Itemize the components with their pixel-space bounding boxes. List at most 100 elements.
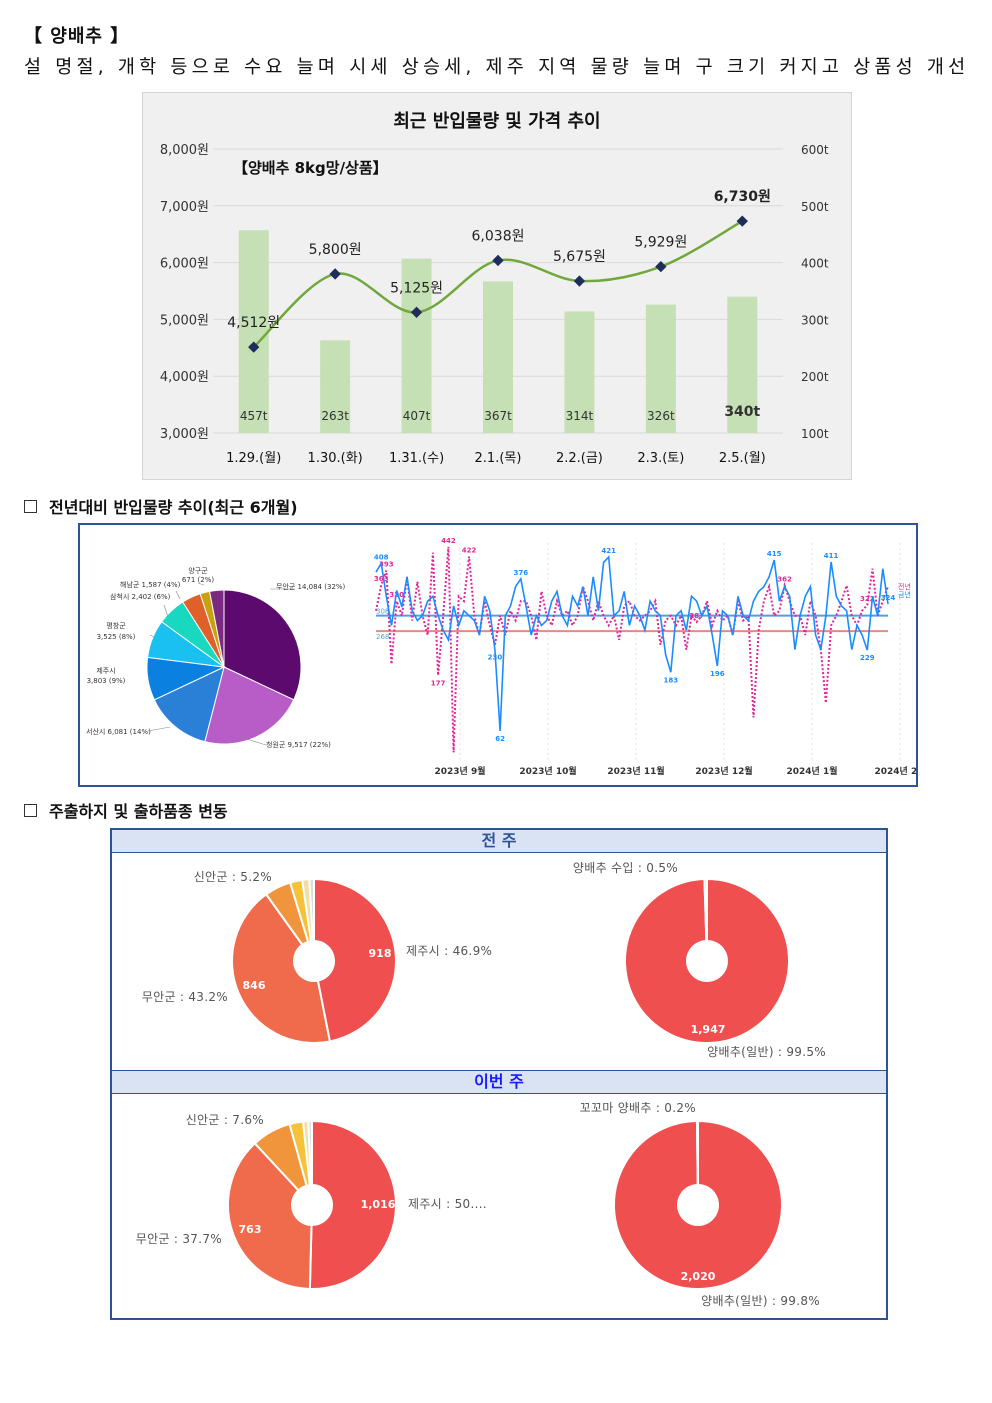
cur-origin-label-0: 제주시 : 50.... — [408, 1197, 487, 1211]
price-marker-0 — [248, 341, 260, 353]
x-tick-0: 2023년 9월 — [434, 765, 485, 777]
section-origin-label: 주출하지 및 출하품종 변동 — [49, 802, 228, 821]
series-label-금년: 411 — [824, 552, 839, 560]
section-yoy-label: 전년대비 반입물량 추이(최근 6개월) — [49, 498, 298, 517]
y-left-tick: 7,000원 — [160, 200, 209, 215]
cur-origin-inner-label-0: 1,016 — [361, 1198, 396, 1211]
prev-origin-slice-5 — [308, 877, 315, 943]
prev-origin-slice-1 — [231, 892, 332, 1044]
checkbox-square-icon — [24, 804, 37, 817]
cur-origin-slice-0 — [308, 1119, 397, 1290]
pie-label-5: 삼척시 2,402 (6%) — [110, 592, 171, 601]
y-left-tick: 4,000원 — [160, 370, 209, 385]
ref-label-1: 268 — [376, 633, 389, 641]
price-label-2: 5,125원 — [390, 280, 443, 296]
price-marker-6 — [736, 215, 748, 227]
yoy-volume-chart-svg: 무안군 14,084 (32%) 청원군 9,517 (22%) 서산시 6,081… — [86, 537, 926, 777]
x-tick-2: 2023년 11월 — [607, 765, 664, 777]
series-label-전년: 363 — [374, 575, 389, 583]
price-marker-2 — [410, 306, 423, 318]
series-label-전년: 422 — [462, 547, 477, 555]
series-label-전년: 287 — [689, 612, 704, 620]
series-label-금년: 62 — [495, 735, 505, 743]
price-marker-1 — [329, 268, 341, 280]
y-left-tick: 5,000원 — [160, 313, 209, 328]
chart-annotation: 【양배추 8kg망/상품】 — [233, 159, 388, 177]
series-label-전년: 362 — [777, 576, 792, 584]
y-right-tick: 600t — [801, 143, 829, 157]
prev-variety-slice-1 — [703, 877, 708, 943]
bar-label-0: 457t — [240, 409, 268, 423]
pie-leader-line-4 — [149, 634, 155, 638]
yoy-volume-chart: 무안군 14,084 (32%) 청원군 9,517 (22%) 서산시 6,081… — [78, 523, 926, 787]
bar-1 — [320, 340, 351, 433]
weekly-donuts-svg: 918 제주시 : 46.9% 846 무안군 : 43.2% 신안군 : 5.2% 1,… — [136, 861, 826, 1308]
bar-0 — [238, 230, 269, 433]
pie-label-3: 제주시 — [96, 667, 115, 675]
pie-label-6: 해남군 1,587 (4%) — [120, 580, 181, 589]
pie-slice-1 — [204, 666, 295, 745]
pie-label-0: 무안군 14,084 (32%) — [276, 582, 346, 591]
series-label-금년: 376 — [513, 569, 528, 577]
price-marker-4 — [573, 275, 586, 287]
x-tick-2: 1.31.(수) — [389, 451, 444, 466]
prev-origin-label-1: 무안군 : 43.2% — [142, 990, 228, 1004]
pie-slice-2 — [153, 666, 225, 743]
series-label-금년: 183 — [663, 676, 678, 684]
series-line-금년 — [375, 555, 889, 732]
section-origin-heading: 주출하지 및 출하품종 변동 — [24, 798, 228, 822]
cur-origin-label-2: 신안군 : 7.6% — [186, 1113, 264, 1127]
x-tick-4: 2.2.(금) — [556, 451, 603, 466]
prev-variety-label-0: 양배추(일반) : 99.5% — [707, 1045, 826, 1059]
prev-origin-inner-label-1: 846 — [243, 979, 266, 992]
series-label-금년: 415 — [767, 550, 782, 558]
series-label-전년: 322 — [860, 595, 875, 603]
x-tick-1: 1.30.(화) — [308, 451, 363, 466]
price-volume-chart: 최근 반입물량 및 가격 추이 3,000원 4,000원 5,000원 6,000원 7… — [142, 92, 852, 480]
bar-label-6: 340t — [724, 404, 760, 420]
x-tick-4: 2024년 1월 — [786, 765, 837, 777]
legend-current: 금년 — [898, 590, 911, 599]
series-label-금년: 324 — [881, 594, 896, 602]
bar-4 — [564, 311, 595, 433]
checkbox-square-icon — [24, 500, 37, 513]
y-left-tick: 8,000원 — [160, 143, 209, 158]
page-title: 【 양배추 】 — [24, 26, 130, 47]
page-subtitle: 설 명절, 개학 등으로 수요 늘며 시세 상승세, 제주 지역 물량 늘며 구… — [24, 57, 970, 78]
pie-label-3-value: 3,803 (9%) — [87, 677, 126, 685]
pie-leader-line-3 — [147, 676, 151, 680]
prev-variety-inner-label-0: 1,947 — [691, 1023, 726, 1036]
bar-6 — [727, 296, 758, 433]
pie-label-7: 양구군 — [188, 567, 208, 575]
prev-origin-slice-0 — [313, 877, 397, 1043]
pie-label-2: 서산시 6,081 (14%) — [86, 727, 151, 736]
prev-origin-label-2: 신안군 : 5.2% — [194, 870, 272, 884]
pie-slice-0 — [223, 589, 302, 701]
cur-origin-inner-label-1: 763 — [239, 1223, 262, 1236]
pie-leader-line-1 — [239, 736, 267, 746]
cur-variety-inner-label-0: 2,020 — [681, 1270, 716, 1283]
cur-variety-slice-0 — [613, 1119, 783, 1290]
x-tick-5: 2024년 2월 — [874, 765, 916, 777]
week-band-prev: 전 주 — [112, 830, 886, 853]
x-tick-1: 2023년 10월 — [519, 765, 576, 777]
bar-3 — [483, 281, 513, 433]
bar-label-2: 407t — [403, 409, 431, 423]
series-line-전년 — [375, 546, 889, 753]
bar-label-4: 314t — [566, 409, 594, 423]
pie-leader-line-7 — [197, 582, 205, 586]
series-label-전년: 177 — [431, 679, 446, 687]
x-tick-3: 2023년 12월 — [695, 765, 752, 777]
pie-leader-line-6 — [175, 590, 181, 600]
pie-leader-line-5 — [163, 604, 169, 618]
price-label-6: 6,730원 — [714, 189, 771, 205]
series-label-전년: 442 — [441, 537, 456, 545]
y-left-tick: 3,000원 — [160, 427, 209, 442]
series-label-전년: 393 — [379, 561, 394, 569]
x-tick-0: 1.29.(월) — [226, 451, 281, 466]
legend-previous: 전년 — [898, 582, 911, 591]
bar-label-3: 367t — [484, 409, 512, 423]
series-label-금년: 408 — [374, 553, 389, 561]
price-volume-chart-svg: 최근 반입물량 및 가격 추이 3,000원 4,000원 5,000원 6,000원 7… — [160, 110, 829, 466]
pie-label-7-value: 671 (2%) — [182, 576, 214, 584]
